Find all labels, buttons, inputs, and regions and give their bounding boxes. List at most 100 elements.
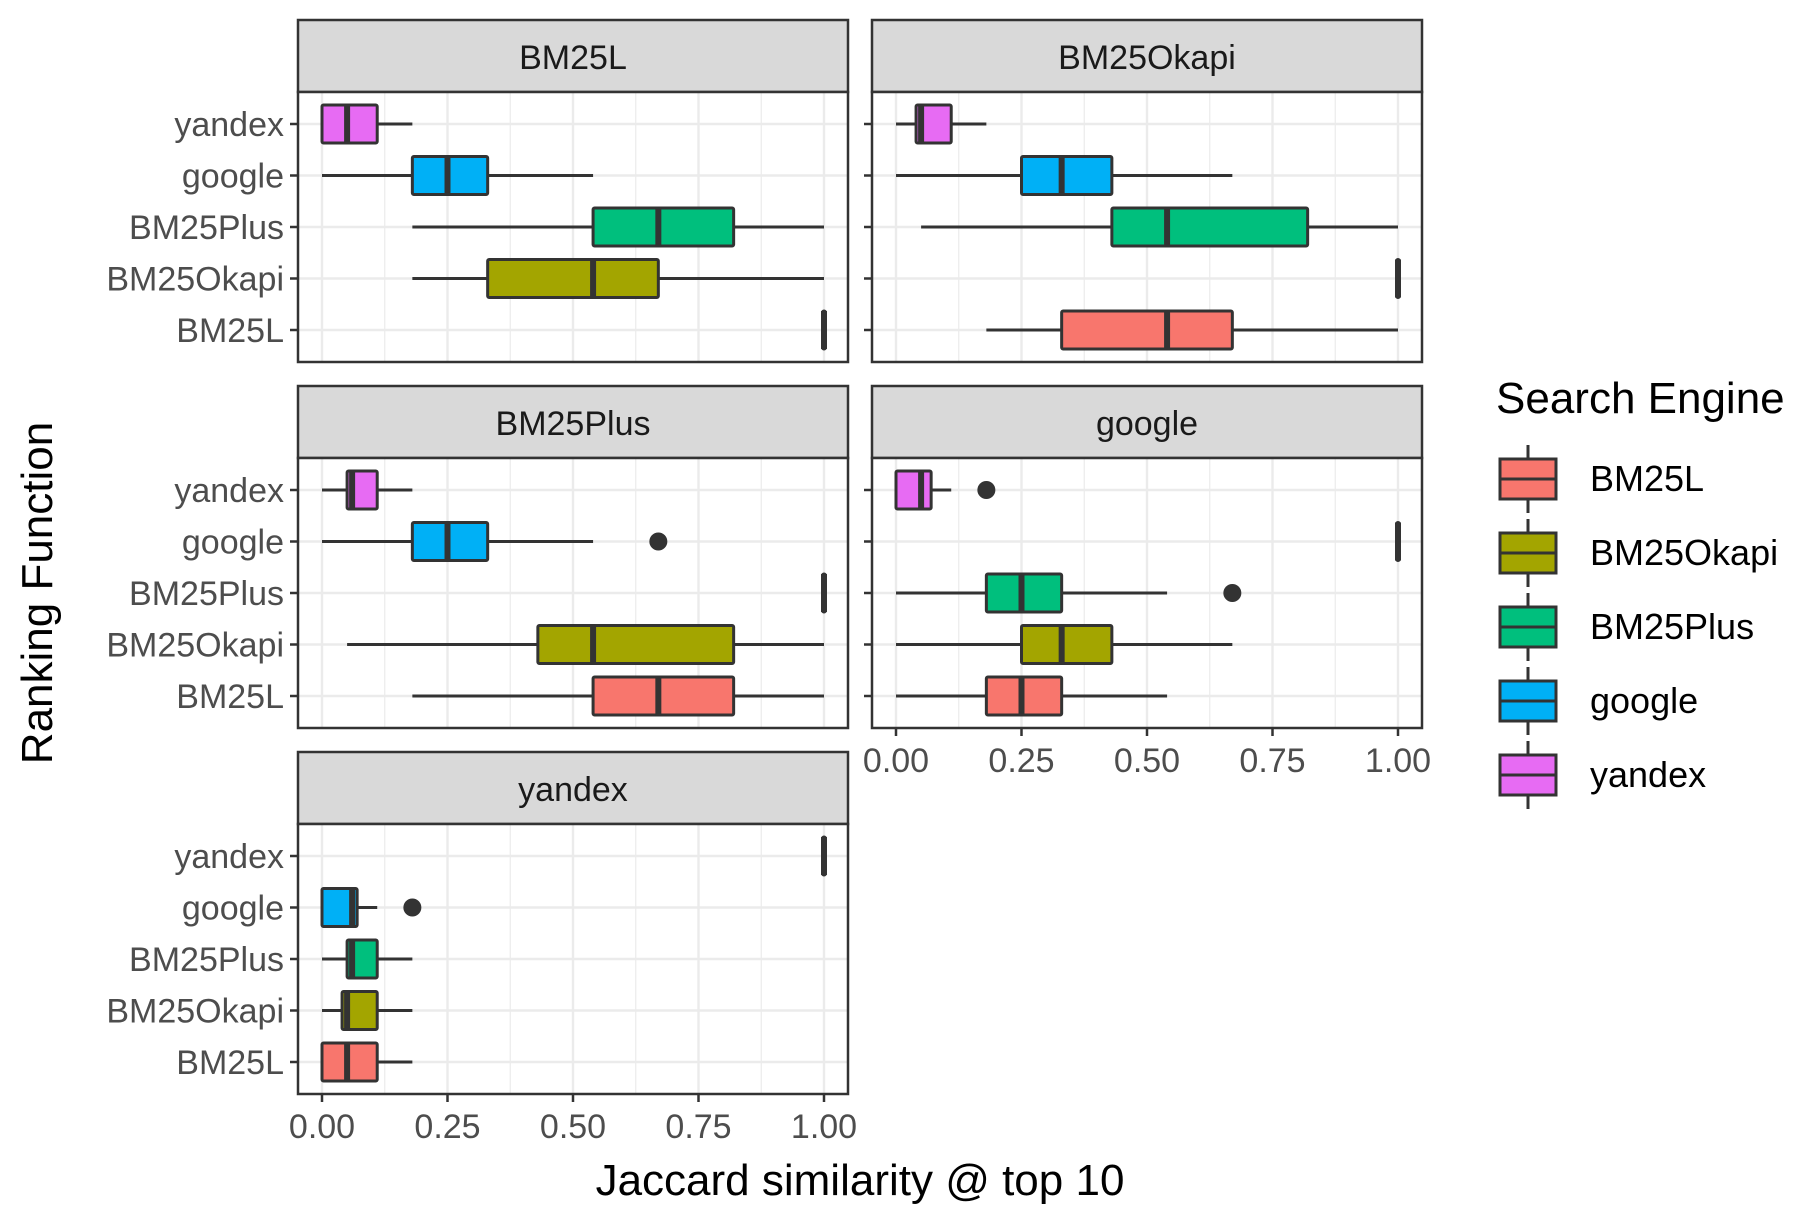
box-bm25l — [320, 1041, 413, 1083]
y-tick-label: yandex — [174, 106, 284, 144]
outlier-point — [977, 481, 996, 499]
y-tick-label: yandex — [174, 472, 284, 510]
box-bm25plus — [896, 572, 1242, 614]
x-tick-label: 0.25 — [988, 742, 1054, 780]
box-bm25plus — [412, 206, 824, 248]
box-bm25okapi — [322, 990, 413, 1031]
y-tick-label: BM25Plus — [129, 209, 284, 247]
x-tick-label: 0.75 — [1239, 742, 1305, 780]
x-tick-label: 0.25 — [414, 1108, 480, 1146]
box-iqr — [1110, 206, 1310, 248]
legend-title: Search Engine — [1496, 374, 1785, 423]
outlier-point — [403, 898, 422, 917]
panel-google: google 0.00 0.25 0.50 0.75 1.00 — [863, 384, 1431, 780]
box-iqr — [1020, 624, 1114, 665]
x-axis: 0.00 0.25 0.50 0.75 1.00 — [289, 1094, 857, 1146]
legend-item-google: google — [1498, 667, 1698, 735]
panel-bm25plus: BM25Plus yandex google BM25Plus BM25Okapi BM2… — [106, 384, 850, 730]
x-tick-label: 1.00 — [1365, 742, 1431, 780]
box-google — [1395, 521, 1401, 562]
box-bm25okapi — [896, 624, 1233, 665]
box-yandex — [821, 835, 827, 877]
y-tick-label: google — [182, 890, 284, 928]
legend-item-label: yandex — [1590, 754, 1706, 795]
x-tick-label: 0.00 — [289, 1108, 355, 1146]
y-tick-label: BM25Okapi — [106, 261, 284, 299]
box-yandex — [320, 103, 413, 145]
outlier-point — [649, 532, 668, 551]
facet-strip-label: BM25Okapi — [1058, 39, 1236, 77]
outlier-point — [1223, 584, 1242, 602]
box-bm25plus — [322, 938, 413, 980]
legend-item-label: BM25L — [1590, 458, 1704, 499]
legend-item-bm25okapi: BM25Okapi — [1498, 519, 1778, 587]
box-bm25okapi — [412, 258, 824, 299]
y-tick-label: BM25Plus — [129, 575, 284, 613]
y-axis: yandex google BM25Plus BM25Okapi BM25L — [106, 106, 298, 350]
facet-strip-label: BM25Plus — [496, 405, 651, 443]
y-tick-label: BM25Okapi — [106, 627, 284, 665]
box-yandex — [322, 469, 413, 511]
y-tick-label: google — [182, 158, 284, 196]
box-iqr — [894, 469, 933, 511]
x-axis: 0.00 0.25 0.50 0.75 1.00 — [863, 728, 1431, 780]
y-tick-label: BM25L — [176, 678, 284, 716]
box-iqr — [486, 258, 660, 299]
legend-item-label: BM25Okapi — [1590, 532, 1778, 573]
x-tick-label: 0.50 — [540, 1108, 606, 1146]
box-iqr — [914, 103, 953, 145]
box-iqr — [320, 887, 359, 928]
box-iqr — [536, 624, 736, 665]
y-tick-label: google — [182, 524, 284, 562]
x-tick-label: 0.50 — [1114, 742, 1180, 780]
x-tick-label: 0.75 — [665, 1108, 731, 1146]
legend-item-bm25l: BM25L — [1498, 445, 1704, 513]
y-axis-title: Ranking Function — [13, 422, 62, 764]
panel-bm25l: BM25L yandex google BM25Plus BM25Okapi BM25L — [106, 18, 850, 364]
facet-strip — [296, 384, 850, 460]
y-tick-label: BM25L — [176, 312, 284, 350]
x-tick-label: 0.00 — [863, 742, 929, 780]
y-tick-label: BM25L — [176, 1044, 284, 1082]
box-iqr — [340, 990, 379, 1031]
box-iqr — [1060, 309, 1234, 351]
box-google — [322, 155, 594, 196]
box-iqr — [1020, 155, 1114, 196]
facet-panels: BM25LyandexgoogleBM25PlusBM25OkapiBM25LB… — [106, 18, 1431, 1146]
facet-strip-label: BM25L — [519, 39, 627, 77]
facet-strip — [296, 750, 850, 826]
x-tick-label: 1.00 — [791, 1108, 857, 1146]
legend-item-label: google — [1590, 680, 1698, 721]
legend-item-yandex: yandex — [1498, 741, 1706, 809]
legend: Search Engine BM25L BM25Okapi BM25Plus goog… — [1496, 374, 1785, 809]
facet-strip-label: yandex — [518, 771, 628, 809]
box-google — [320, 887, 422, 928]
panel-yandex: yandex yandex google BM25Plus BM25Okapi BM25L… — [106, 750, 857, 1146]
box-bm25plus — [821, 572, 827, 614]
y-axis: yandex google BM25Plus BM25Okapi BM25L — [106, 472, 298, 716]
box-bm25l — [821, 309, 827, 351]
facet-strip-label: google — [1096, 405, 1198, 443]
box-iqr — [591, 206, 736, 248]
box-google — [322, 521, 668, 562]
x-axis-title: Jaccard similarity @ top 10 — [596, 1156, 1125, 1205]
box-yandex — [896, 103, 987, 145]
y-axis: yandex google BM25Plus BM25Okapi BM25L — [106, 838, 298, 1082]
facet-strip — [870, 18, 1424, 94]
panel-bm25okapi: BM25Okapi — [864, 18, 1424, 364]
legend-item-bm25plus: BM25Plus — [1498, 593, 1754, 661]
box-bm25l — [896, 675, 1168, 717]
y-axis — [864, 122, 872, 332]
box-bm25okapi — [347, 624, 824, 665]
y-axis — [864, 488, 872, 698]
y-tick-label: BM25Plus — [129, 941, 284, 979]
box-iqr — [591, 675, 736, 717]
y-tick-label: BM25Okapi — [106, 993, 284, 1031]
legend-item-label: BM25Plus — [1590, 606, 1754, 647]
box-bm25l — [412, 675, 824, 717]
box-bm25l — [986, 309, 1398, 351]
box-yandex — [894, 469, 996, 511]
y-tick-label: yandex — [174, 838, 284, 876]
box-google — [896, 155, 1233, 196]
